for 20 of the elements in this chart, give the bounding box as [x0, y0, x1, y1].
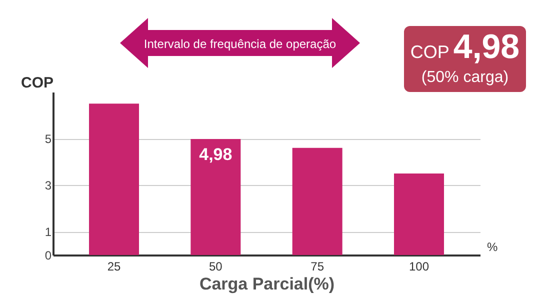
y-tick-label: 3: [44, 178, 52, 193]
x-tick-label: 25: [107, 260, 121, 274]
double-headed-arrow: Intervalo de frequência de operação: [120, 18, 360, 68]
data-label: 4,98: [199, 145, 232, 164]
bar: [394, 174, 444, 255]
y-tick-label: 0: [44, 248, 52, 262]
text: (50% carga): [420, 69, 510, 87]
bar: [292, 148, 342, 255]
x-tick-label: 100: [408, 260, 430, 274]
y-axis-title: COP: [20, 74, 54, 92]
text: 4,98: [453, 28, 520, 66]
y-tick-label: 1: [44, 225, 52, 240]
x-axis-title: Carga Parcial(%): [199, 274, 335, 294]
bar: [89, 104, 139, 255]
text: COP: [410, 42, 450, 62]
y-tick-label: 5: [44, 132, 52, 146]
bar: [190, 139, 241, 255]
text: %: [487, 240, 498, 254]
x-tick-label: 50: [208, 260, 223, 274]
x-tick-label: 75: [310, 260, 324, 274]
